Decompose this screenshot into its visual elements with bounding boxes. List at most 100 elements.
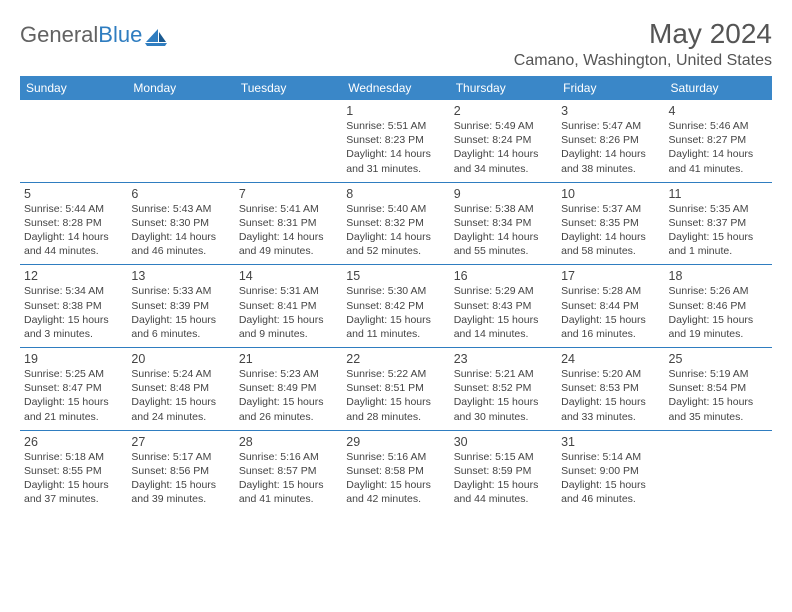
day-info: Sunrise: 5:24 AMSunset: 8:48 PMDaylight:… xyxy=(131,367,230,424)
header: GeneralBlue May 2024 Camano, Washington,… xyxy=(20,18,772,70)
month-title: May 2024 xyxy=(514,18,772,50)
week-row: 19Sunrise: 5:25 AMSunset: 8:47 PMDayligh… xyxy=(20,348,772,431)
day-info: Sunrise: 5:33 AMSunset: 8:39 PMDaylight:… xyxy=(131,284,230,341)
day-info: Sunrise: 5:34 AMSunset: 8:38 PMDaylight:… xyxy=(24,284,123,341)
day-number: 4 xyxy=(669,104,768,118)
empty-cell xyxy=(665,430,772,512)
day-cell: 15Sunrise: 5:30 AMSunset: 8:42 PMDayligh… xyxy=(342,265,449,348)
day-header-wednesday: Wednesday xyxy=(342,76,449,100)
sail-icon xyxy=(145,26,167,44)
day-number: 2 xyxy=(454,104,553,118)
day-cell: 27Sunrise: 5:17 AMSunset: 8:56 PMDayligh… xyxy=(127,430,234,512)
day-cell: 5Sunrise: 5:44 AMSunset: 8:28 PMDaylight… xyxy=(20,182,127,265)
day-info: Sunrise: 5:51 AMSunset: 8:23 PMDaylight:… xyxy=(346,119,445,176)
day-info: Sunrise: 5:35 AMSunset: 8:37 PMDaylight:… xyxy=(669,202,768,259)
day-cell: 23Sunrise: 5:21 AMSunset: 8:52 PMDayligh… xyxy=(450,348,557,431)
day-cell: 26Sunrise: 5:18 AMSunset: 8:55 PMDayligh… xyxy=(20,430,127,512)
day-cell: 30Sunrise: 5:15 AMSunset: 8:59 PMDayligh… xyxy=(450,430,557,512)
day-info: Sunrise: 5:41 AMSunset: 8:31 PMDaylight:… xyxy=(239,202,338,259)
day-info: Sunrise: 5:16 AMSunset: 8:57 PMDaylight:… xyxy=(239,450,338,507)
day-number: 25 xyxy=(669,352,768,366)
day-cell: 24Sunrise: 5:20 AMSunset: 8:53 PMDayligh… xyxy=(557,348,664,431)
day-info: Sunrise: 5:17 AMSunset: 8:56 PMDaylight:… xyxy=(131,450,230,507)
day-number: 10 xyxy=(561,187,660,201)
calendar-page: GeneralBlue May 2024 Camano, Washington,… xyxy=(0,0,792,522)
day-number: 23 xyxy=(454,352,553,366)
day-info: Sunrise: 5:21 AMSunset: 8:52 PMDaylight:… xyxy=(454,367,553,424)
day-cell: 18Sunrise: 5:26 AMSunset: 8:46 PMDayligh… xyxy=(665,265,772,348)
day-info: Sunrise: 5:37 AMSunset: 8:35 PMDaylight:… xyxy=(561,202,660,259)
empty-cell xyxy=(127,100,234,182)
day-header-monday: Monday xyxy=(127,76,234,100)
day-number: 17 xyxy=(561,269,660,283)
day-cell: 14Sunrise: 5:31 AMSunset: 8:41 PMDayligh… xyxy=(235,265,342,348)
brand-text-2: Blue xyxy=(98,22,142,48)
day-cell: 12Sunrise: 5:34 AMSunset: 8:38 PMDayligh… xyxy=(20,265,127,348)
day-cell: 31Sunrise: 5:14 AMSunset: 9:00 PMDayligh… xyxy=(557,430,664,512)
day-info: Sunrise: 5:26 AMSunset: 8:46 PMDaylight:… xyxy=(669,284,768,341)
title-block: May 2024 Camano, Washington, United Stat… xyxy=(514,18,772,70)
day-number: 1 xyxy=(346,104,445,118)
day-cell: 20Sunrise: 5:24 AMSunset: 8:48 PMDayligh… xyxy=(127,348,234,431)
day-number: 5 xyxy=(24,187,123,201)
day-number: 24 xyxy=(561,352,660,366)
day-number: 12 xyxy=(24,269,123,283)
day-header-sunday: Sunday xyxy=(20,76,127,100)
day-info: Sunrise: 5:18 AMSunset: 8:55 PMDaylight:… xyxy=(24,450,123,507)
day-cell: 22Sunrise: 5:22 AMSunset: 8:51 PMDayligh… xyxy=(342,348,449,431)
day-number: 6 xyxy=(131,187,230,201)
day-cell: 2Sunrise: 5:49 AMSunset: 8:24 PMDaylight… xyxy=(450,100,557,182)
day-cell: 16Sunrise: 5:29 AMSunset: 8:43 PMDayligh… xyxy=(450,265,557,348)
day-number: 9 xyxy=(454,187,553,201)
day-header-thursday: Thursday xyxy=(450,76,557,100)
week-row: 5Sunrise: 5:44 AMSunset: 8:28 PMDaylight… xyxy=(20,182,772,265)
day-number: 14 xyxy=(239,269,338,283)
day-number: 31 xyxy=(561,435,660,449)
day-number: 19 xyxy=(24,352,123,366)
calendar-body: 1Sunrise: 5:51 AMSunset: 8:23 PMDaylight… xyxy=(20,100,772,512)
day-info: Sunrise: 5:47 AMSunset: 8:26 PMDaylight:… xyxy=(561,119,660,176)
day-number: 20 xyxy=(131,352,230,366)
day-info: Sunrise: 5:22 AMSunset: 8:51 PMDaylight:… xyxy=(346,367,445,424)
day-number: 13 xyxy=(131,269,230,283)
day-info: Sunrise: 5:25 AMSunset: 8:47 PMDaylight:… xyxy=(24,367,123,424)
day-number: 26 xyxy=(24,435,123,449)
day-info: Sunrise: 5:14 AMSunset: 9:00 PMDaylight:… xyxy=(561,450,660,507)
day-number: 16 xyxy=(454,269,553,283)
day-info: Sunrise: 5:19 AMSunset: 8:54 PMDaylight:… xyxy=(669,367,768,424)
day-info: Sunrise: 5:15 AMSunset: 8:59 PMDaylight:… xyxy=(454,450,553,507)
day-info: Sunrise: 5:49 AMSunset: 8:24 PMDaylight:… xyxy=(454,119,553,176)
day-cell: 17Sunrise: 5:28 AMSunset: 8:44 PMDayligh… xyxy=(557,265,664,348)
day-number: 30 xyxy=(454,435,553,449)
day-cell: 6Sunrise: 5:43 AMSunset: 8:30 PMDaylight… xyxy=(127,182,234,265)
day-cell: 28Sunrise: 5:16 AMSunset: 8:57 PMDayligh… xyxy=(235,430,342,512)
week-row: 12Sunrise: 5:34 AMSunset: 8:38 PMDayligh… xyxy=(20,265,772,348)
day-cell: 8Sunrise: 5:40 AMSunset: 8:32 PMDaylight… xyxy=(342,182,449,265)
day-number: 22 xyxy=(346,352,445,366)
day-info: Sunrise: 5:38 AMSunset: 8:34 PMDaylight:… xyxy=(454,202,553,259)
day-info: Sunrise: 5:29 AMSunset: 8:43 PMDaylight:… xyxy=(454,284,553,341)
day-header-friday: Friday xyxy=(557,76,664,100)
day-number: 15 xyxy=(346,269,445,283)
day-cell: 10Sunrise: 5:37 AMSunset: 8:35 PMDayligh… xyxy=(557,182,664,265)
day-number: 29 xyxy=(346,435,445,449)
day-number: 27 xyxy=(131,435,230,449)
day-cell: 21Sunrise: 5:23 AMSunset: 8:49 PMDayligh… xyxy=(235,348,342,431)
day-info: Sunrise: 5:40 AMSunset: 8:32 PMDaylight:… xyxy=(346,202,445,259)
empty-cell xyxy=(20,100,127,182)
day-cell: 19Sunrise: 5:25 AMSunset: 8:47 PMDayligh… xyxy=(20,348,127,431)
calendar-table: SundayMondayTuesdayWednesdayThursdayFrid… xyxy=(20,76,772,512)
day-info: Sunrise: 5:28 AMSunset: 8:44 PMDaylight:… xyxy=(561,284,660,341)
day-cell: 13Sunrise: 5:33 AMSunset: 8:39 PMDayligh… xyxy=(127,265,234,348)
day-number: 28 xyxy=(239,435,338,449)
day-number: 8 xyxy=(346,187,445,201)
day-number: 21 xyxy=(239,352,338,366)
day-number: 7 xyxy=(239,187,338,201)
location-text: Camano, Washington, United States xyxy=(514,52,772,70)
day-info: Sunrise: 5:23 AMSunset: 8:49 PMDaylight:… xyxy=(239,367,338,424)
day-cell: 9Sunrise: 5:38 AMSunset: 8:34 PMDaylight… xyxy=(450,182,557,265)
week-row: 1Sunrise: 5:51 AMSunset: 8:23 PMDaylight… xyxy=(20,100,772,182)
day-cell: 4Sunrise: 5:46 AMSunset: 8:27 PMDaylight… xyxy=(665,100,772,182)
day-cell: 11Sunrise: 5:35 AMSunset: 8:37 PMDayligh… xyxy=(665,182,772,265)
brand-logo: GeneralBlue xyxy=(20,22,167,48)
